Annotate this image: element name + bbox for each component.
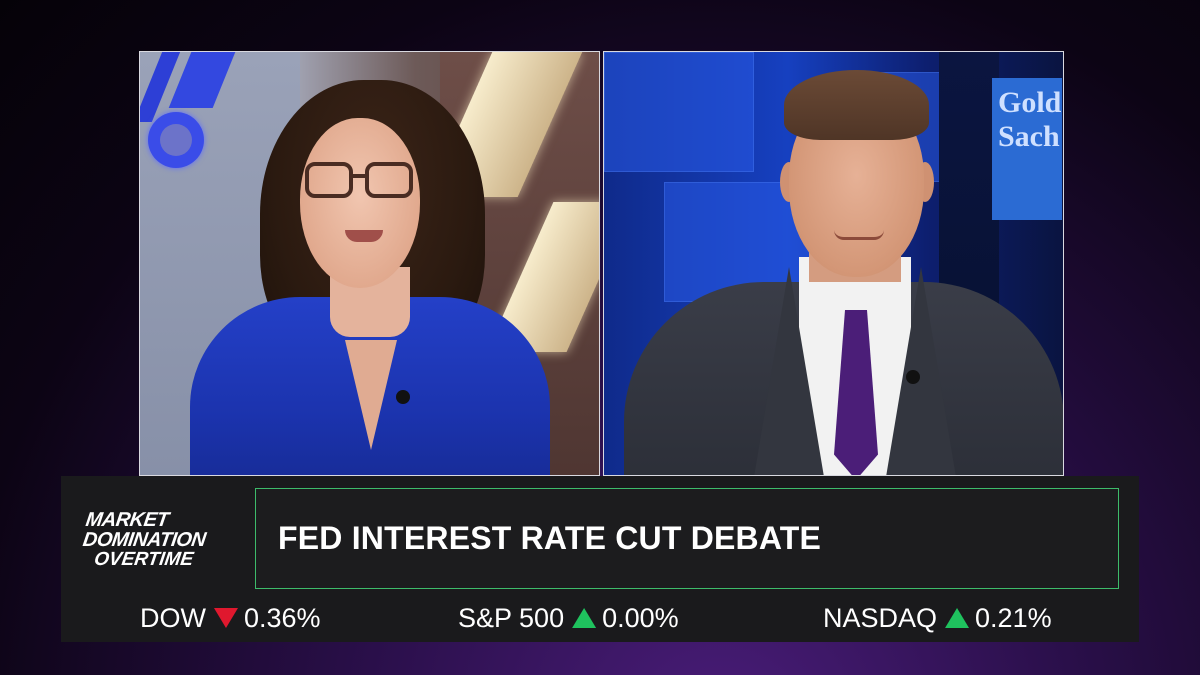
ticker-symbol: NASDAQ <box>823 602 938 633</box>
triangle-down-icon <box>213 608 238 628</box>
video-feed-guest: Gold Sach <box>603 51 1064 476</box>
guest-smile <box>834 230 884 240</box>
triangle-up-icon <box>572 608 597 628</box>
ticker-item-sp500: S&P 500 0.00% <box>458 600 679 636</box>
background-sign: Gold Sach <box>992 78 1062 220</box>
video-feed-host <box>139 51 600 476</box>
ticker-symbol: S&P 500 <box>458 602 565 633</box>
ticker-change: 0.21% <box>975 602 1052 633</box>
set-ring-decoration <box>148 112 204 168</box>
show-logo-line: DOMINATION <box>81 529 207 551</box>
lapel-mic-icon <box>396 390 410 404</box>
host-face <box>300 118 420 288</box>
host-mouth <box>345 230 383 242</box>
show-logo: MARKET DOMINATION OVERTIME <box>79 509 247 570</box>
show-logo-line: OVERTIME <box>92 549 195 570</box>
headline-box: FED INTEREST RATE CUT DEBATE <box>255 488 1119 589</box>
ticker-change: 0.36% <box>243 602 321 633</box>
headline-text: FED INTEREST RATE CUT DEBATE <box>278 520 822 556</box>
ticker-change: 0.00% <box>602 602 679 633</box>
triangle-up-icon <box>945 608 970 628</box>
guest-hair <box>784 70 929 140</box>
set-glass-pane <box>604 52 754 172</box>
lapel-mic-icon <box>906 370 920 384</box>
ticker-item-nasdaq: NASDAQ 0.21% <box>823 600 1052 636</box>
lower-third: MARKET DOMINATION OVERTIME FED INTEREST … <box>61 476 1139 642</box>
ticker-item-dow: DOW 0.36% <box>140 600 321 636</box>
show-logo-line: MARKET <box>84 509 170 531</box>
host-glasses <box>305 162 417 200</box>
ticker-symbol: DOW <box>140 602 206 633</box>
